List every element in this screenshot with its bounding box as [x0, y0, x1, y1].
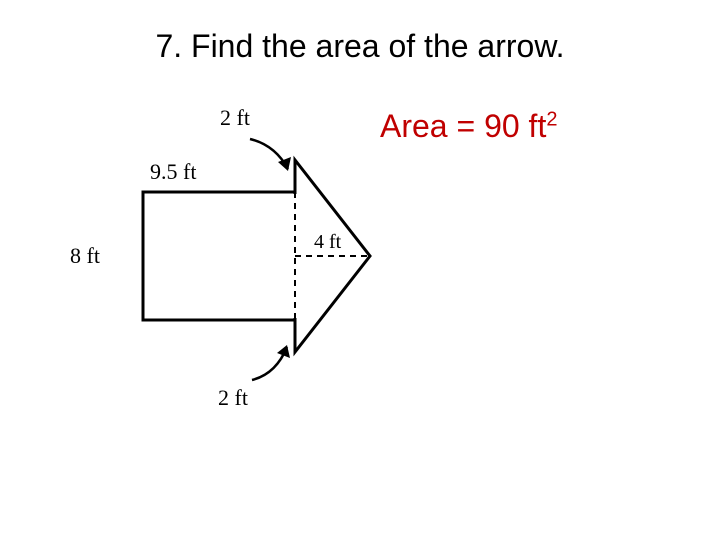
question-body: Find the area of the arrow. — [191, 28, 565, 64]
answer-value: 90 — [484, 108, 520, 144]
label-tri-height: 4 ft — [314, 231, 341, 254]
label-bottom-overhang: 2 ft — [218, 385, 248, 411]
label-rect-height: 8 ft — [70, 243, 100, 269]
arrow-rectangle — [143, 192, 295, 320]
label-top-overhang: 2 ft — [220, 105, 250, 131]
question-number: 7. — [155, 28, 182, 64]
answer-text: Area = 90 ft2 — [380, 108, 557, 145]
question-text: 7. Find the area of the arrow. — [0, 28, 720, 65]
arrow-svg — [70, 95, 400, 425]
label-rect-width: 9.5 ft — [150, 159, 196, 185]
answer-exponent: 2 — [546, 108, 557, 130]
answer-unit: ft — [529, 108, 547, 144]
arrow-figure: 2 ft 9.5 ft 8 ft 4 ft 2 ft — [70, 95, 400, 425]
